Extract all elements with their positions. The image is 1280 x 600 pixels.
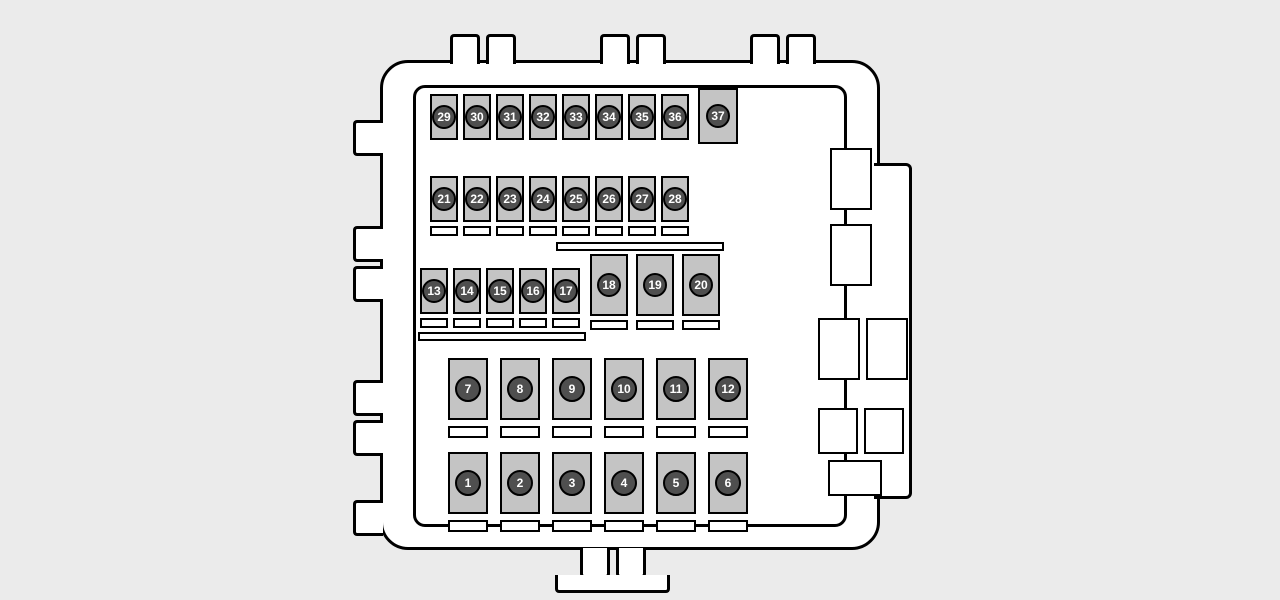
slot-24 [448, 520, 488, 532]
relay-3 [866, 318, 908, 380]
slot-6 [628, 226, 656, 236]
fuse-label-27: 27 [630, 187, 654, 211]
housing-tab-1 [486, 34, 516, 64]
fuse-label-33: 33 [564, 105, 588, 129]
fusebox-diagram: 2930313233343536212223242526272813141516… [320, 20, 960, 580]
fuse-label-25: 25 [564, 187, 588, 211]
fuse-label-14: 14 [455, 279, 479, 303]
housing-tab-13 [353, 420, 383, 456]
fuse-label-24: 24 [531, 187, 555, 211]
fuse-label-17: 17 [554, 279, 578, 303]
housing-tab-5 [786, 34, 816, 64]
housing-tab-10 [353, 226, 383, 262]
fuse-label-8: 8 [507, 376, 533, 402]
housing-tab-14 [353, 500, 383, 536]
fuse-label-36: 36 [663, 105, 687, 129]
slot-13 [552, 318, 580, 328]
slot-9 [420, 318, 448, 328]
fuse-label-32: 32 [531, 105, 555, 129]
slot-16 [682, 320, 720, 330]
fuse-label-1: 1 [455, 470, 481, 496]
slot-23 [708, 426, 748, 438]
slot-17 [418, 332, 586, 341]
housing-tab-9 [353, 120, 383, 156]
housing-tab-7 [616, 548, 646, 578]
fuse-label-28: 28 [663, 187, 687, 211]
fuse-label-37: 37 [706, 104, 730, 128]
housing-tab-0 [450, 34, 480, 64]
housing-tab-6 [580, 548, 610, 578]
slot-8 [556, 242, 724, 251]
fuse-label-10: 10 [611, 376, 637, 402]
housing-tab-3 [636, 34, 666, 64]
slot-1 [463, 226, 491, 236]
slot-11 [486, 318, 514, 328]
slot-4 [562, 226, 590, 236]
fuse-label-26: 26 [597, 187, 621, 211]
fuse-label-34: 34 [597, 105, 621, 129]
slot-28 [656, 520, 696, 532]
slot-25 [500, 520, 540, 532]
fuse-label-5: 5 [663, 470, 689, 496]
slot-29 [708, 520, 748, 532]
slot-7 [661, 226, 689, 236]
fuse-label-31: 31 [498, 105, 522, 129]
slot-19 [500, 426, 540, 438]
slot-3 [529, 226, 557, 236]
fuse-label-19: 19 [643, 273, 667, 297]
fuse-label-23: 23 [498, 187, 522, 211]
fuse-label-30: 30 [465, 105, 489, 129]
relay-1 [830, 224, 872, 286]
fuse-label-22: 22 [465, 187, 489, 211]
fuse-label-29: 29 [432, 105, 456, 129]
housing-tab-11 [353, 266, 383, 302]
fuse-label-13: 13 [422, 279, 446, 303]
slot-18 [448, 426, 488, 438]
slot-15 [636, 320, 674, 330]
fuse-label-35: 35 [630, 105, 654, 129]
fuse-label-6: 6 [715, 470, 741, 496]
relay-2 [818, 318, 860, 380]
fuse-label-21: 21 [432, 187, 456, 211]
slot-2 [496, 226, 524, 236]
slot-27 [604, 520, 644, 532]
fuse-label-9: 9 [559, 376, 585, 402]
slot-5 [595, 226, 623, 236]
housing-tab-8 [555, 575, 670, 593]
fuse-label-7: 7 [455, 376, 481, 402]
housing-tab-2 [600, 34, 630, 64]
fuse-label-16: 16 [521, 279, 545, 303]
slot-14 [590, 320, 628, 330]
fuse-label-20: 20 [689, 273, 713, 297]
slot-0 [430, 226, 458, 236]
fuse-label-4: 4 [611, 470, 637, 496]
fuse-label-3: 3 [559, 470, 585, 496]
fuse-label-2: 2 [507, 470, 533, 496]
slot-12 [519, 318, 547, 328]
relay-4 [818, 408, 858, 454]
relay-0 [830, 148, 872, 210]
slot-22 [656, 426, 696, 438]
fuse-label-11: 11 [663, 376, 689, 402]
fuse-label-15: 15 [488, 279, 512, 303]
relay-5 [864, 408, 904, 454]
fuse-label-18: 18 [597, 273, 621, 297]
slot-26 [552, 520, 592, 532]
fuse-label-12: 12 [715, 376, 741, 402]
relay-6 [828, 460, 882, 496]
slot-10 [453, 318, 481, 328]
housing-tab-12 [353, 380, 383, 416]
slot-21 [604, 426, 644, 438]
slot-20 [552, 426, 592, 438]
housing-tab-4 [750, 34, 780, 64]
